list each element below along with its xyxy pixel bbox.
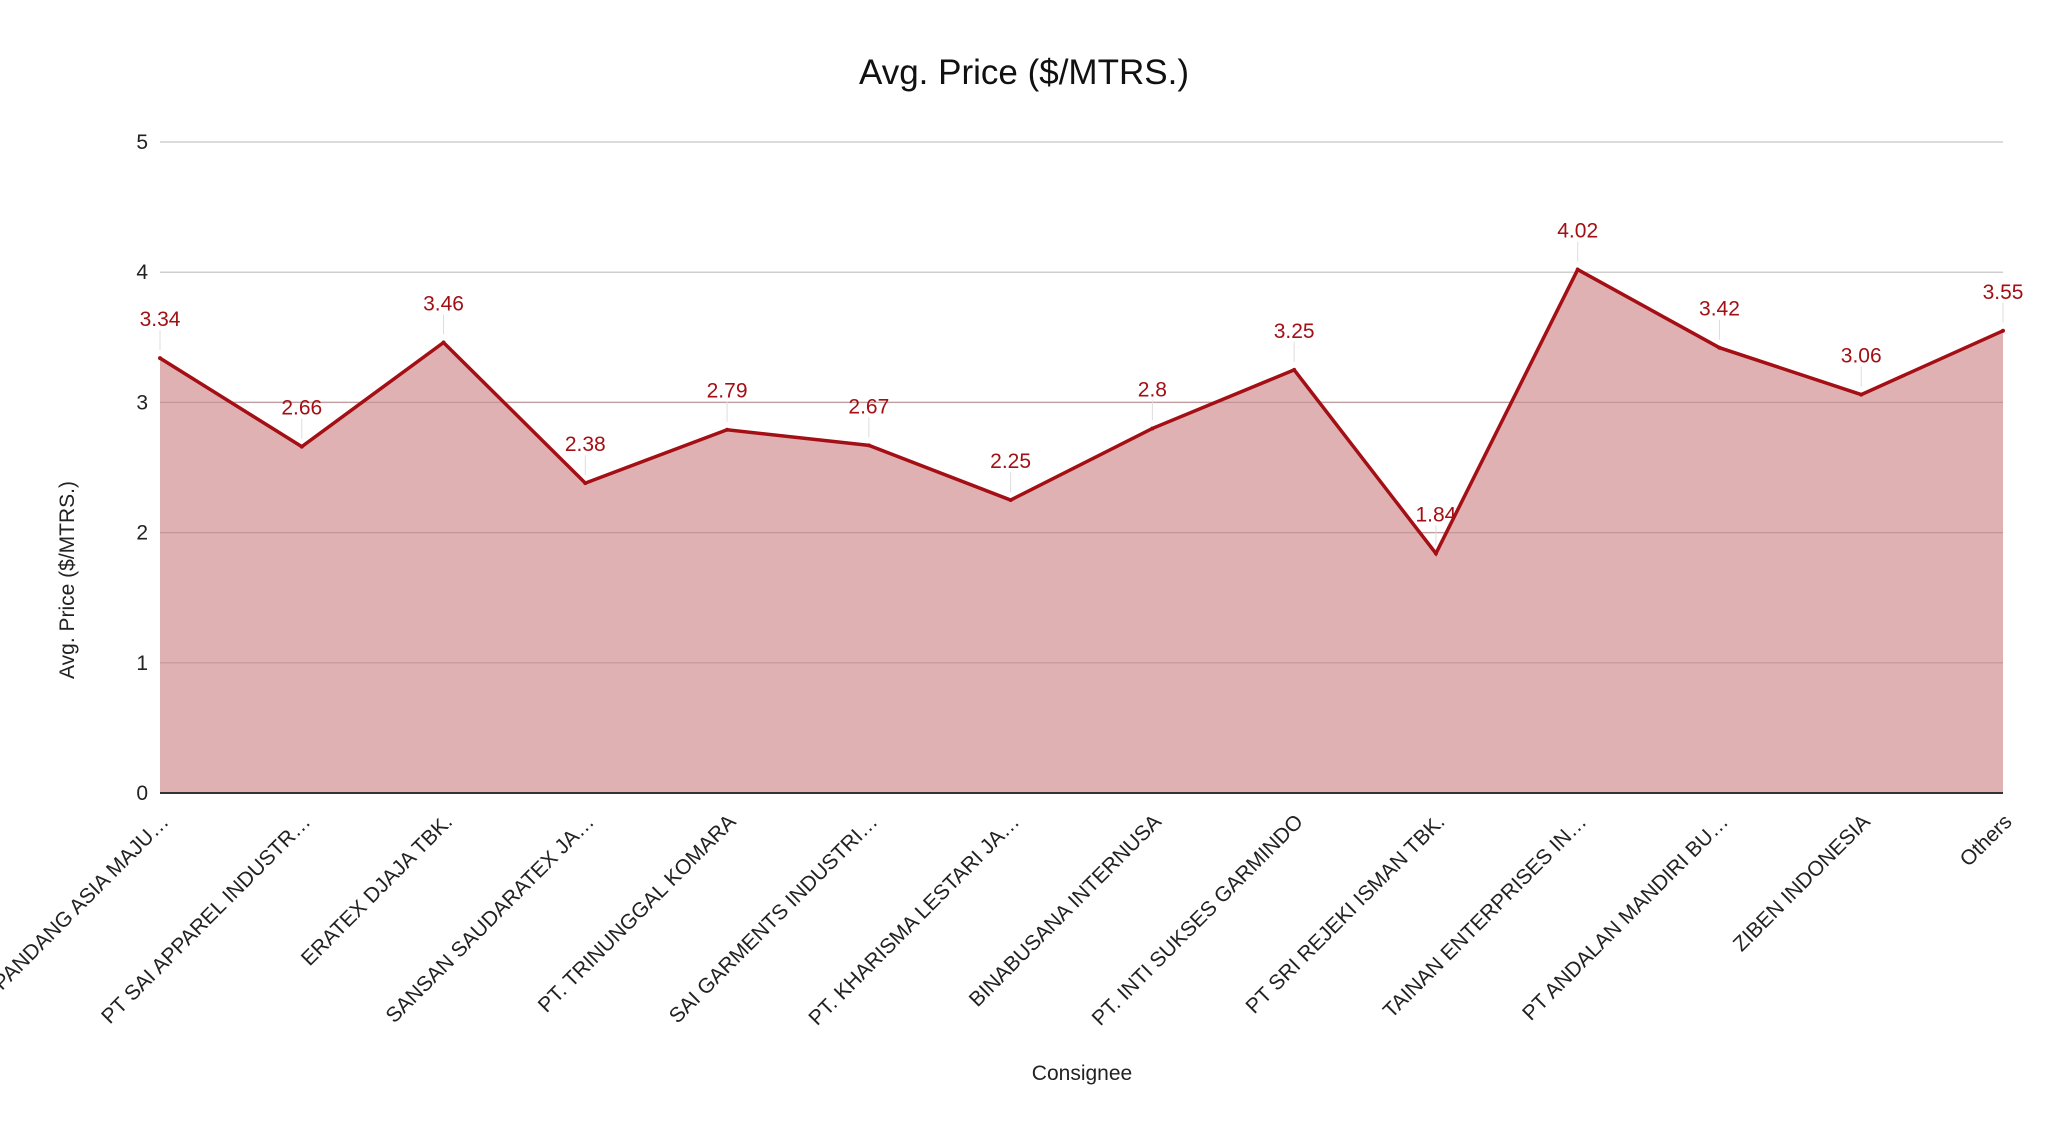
data-label: 3.55 [1983, 281, 2024, 304]
data-label: 2.67 [848, 395, 889, 418]
x-tick-label: ZIBEN INDONESIA [1729, 810, 1875, 956]
data-label: 2.79 [707, 380, 748, 403]
y-tick-label: 3 [136, 391, 148, 414]
data-point [1292, 367, 1297, 372]
y-tick-label: 1 [136, 652, 148, 675]
data-point [1859, 392, 1864, 397]
data-labels: 3.34 2.66 3.46 2.38 2.79 2.67 2.25 2.8 3.25 1.84 4… [140, 220, 2024, 546]
data-point [1433, 551, 1438, 556]
y-axis-title: Avg. Price ($/MTRS.) [56, 481, 79, 679]
data-label: 2.66 [281, 397, 322, 420]
data-point [158, 356, 162, 361]
chart-title: Avg. Price ($/MTRS.) [859, 53, 1189, 92]
area-series [158, 267, 2005, 794]
data-label: 3.42 [1699, 298, 1740, 321]
x-axis-ticks: PT PANDANG ASIA MAJU…PT SAI APPAREL INDU… [0, 810, 2017, 1030]
data-label: 3.46 [423, 293, 464, 316]
y-tick-label: 0 [136, 782, 148, 805]
y-tick-label: 2 [136, 522, 148, 545]
y-tick-label: 4 [136, 261, 148, 284]
data-point [1008, 498, 1013, 503]
y-tick-label: 5 [136, 131, 148, 154]
data-point [2001, 328, 2005, 333]
data-point [1575, 267, 1580, 272]
data-label: 4.02 [1557, 220, 1598, 243]
data-label: 3.25 [1274, 320, 1315, 343]
area-fill [160, 269, 2003, 793]
data-point [583, 481, 588, 486]
x-tick-label: Others [1956, 810, 2017, 871]
data-label: 2.25 [990, 450, 1031, 473]
data-label: 2.38 [565, 433, 606, 456]
y-axis-ticks: 0 1 2 3 4 5 [136, 131, 148, 805]
data-point [866, 443, 871, 448]
data-label: 1.84 [1415, 503, 1456, 526]
series-line [159, 267, 2004, 557]
data-point [1717, 345, 1722, 350]
data-label: 3.34 [140, 308, 181, 331]
data-label: 3.06 [1841, 345, 1882, 368]
x-tick-label: ERATEX DJAJA TBK. [297, 810, 457, 970]
data-point [299, 444, 304, 449]
data-label: 2.8 [1138, 378, 1167, 401]
data-point [725, 427, 730, 432]
x-axis-title: Consignee [1032, 1062, 1132, 1085]
data-point [1150, 426, 1155, 431]
data-point [441, 340, 446, 345]
